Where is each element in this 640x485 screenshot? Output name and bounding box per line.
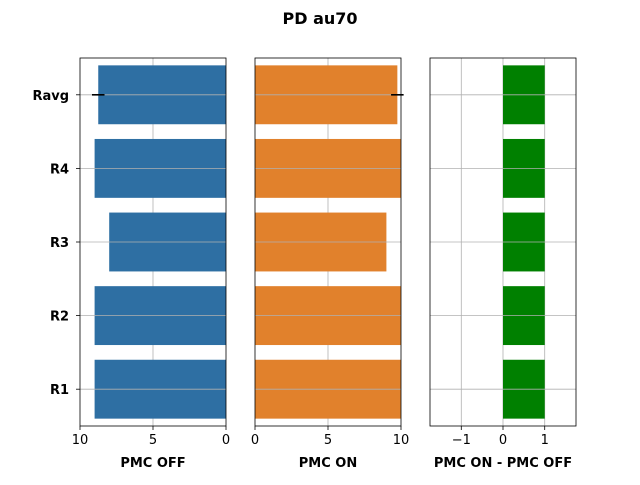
y-tick-label-r1: R1 — [50, 383, 69, 398]
x-tick-label-diff-1: 0 — [499, 433, 507, 448]
x-tick-label-off-0: 10 — [72, 433, 89, 448]
x-tick-label-off-2: 0 — [222, 433, 230, 448]
panel-diff: −1 0 1 PMC ON - PMC OFF — [429, 57, 577, 471]
y-tick-label-r3: R3 — [50, 236, 69, 251]
chart-title: PD au70 — [282, 9, 357, 28]
panel-on: 0 5 10 PMC ON — [251, 57, 410, 471]
y-tick-label-r2: R2 — [50, 310, 69, 325]
x-axis-label-off: PMC OFF — [120, 456, 185, 471]
x-tick-label-diff-0: −1 — [452, 433, 471, 448]
x-tick-label-on-0: 0 — [251, 433, 259, 448]
x-axis-label-on: PMC ON — [299, 456, 357, 471]
panels: 10 5 0 PMC OFF R1 R2 R3 R4 Ravg 0 5 10 PMC ON −1 0 1 PMC… — [32, 57, 577, 471]
x-tick-label-off-1: 5 — [149, 433, 157, 448]
y-tick-label-ravg: Ravg — [32, 89, 69, 104]
panel-off: 10 5 0 PMC OFF R1 R2 R3 R4 Ravg — [32, 57, 230, 471]
y-tick-label-r4: R4 — [50, 162, 69, 177]
x-tick-label-on-1: 5 — [324, 433, 332, 448]
x-tick-label-on-2: 10 — [393, 433, 410, 448]
x-axis-label-diff: PMC ON - PMC OFF — [434, 456, 572, 471]
x-tick-label-diff-2: 1 — [541, 433, 549, 448]
